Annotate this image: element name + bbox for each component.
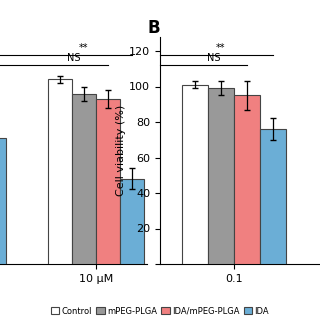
Bar xyxy=(96,99,120,264)
Bar xyxy=(260,129,286,264)
Text: B: B xyxy=(147,19,160,36)
Text: NS: NS xyxy=(207,53,220,63)
Bar xyxy=(48,79,72,264)
Text: NS: NS xyxy=(67,53,81,63)
Text: **: ** xyxy=(79,43,88,53)
Bar xyxy=(72,93,96,264)
Legend: Control, mPEG-PLGA, IDA/mPEG-PLGA, IDA: Control, mPEG-PLGA, IDA/mPEG-PLGA, IDA xyxy=(47,303,273,319)
Bar xyxy=(0,138,5,264)
Bar xyxy=(120,179,144,264)
Bar xyxy=(234,95,260,264)
Y-axis label: Cell viability (%): Cell viability (%) xyxy=(116,105,126,196)
Text: **: ** xyxy=(216,43,226,53)
Bar xyxy=(182,85,208,264)
Bar xyxy=(208,88,234,264)
